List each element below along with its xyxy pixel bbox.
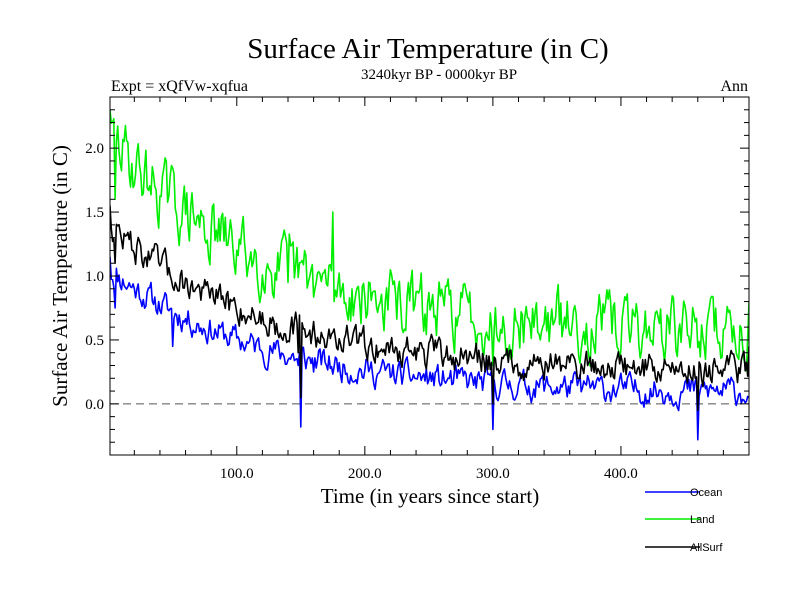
experiment-label: Expt = xQfVw-xqfua [111,78,248,95]
chart-title: Surface Air Temperature (in C) [247,33,608,65]
y-tick-label-5: 2.0 [85,141,104,157]
x-tick-label-2: 200.0 [348,466,382,482]
series-line-allsurf [110,205,749,412]
x-tick-label-1: 100.0 [220,466,254,482]
y-tick-label-4: 1.5 [85,205,104,221]
y-tick-label-3: 1.0 [85,269,104,285]
legend-label-land: Land [690,514,714,526]
x-axis-label: Time (in years since start) [321,484,540,508]
chart-subtitle: 3240kyr BP - 0000kyr BP [361,67,517,83]
y-tick-label-2: 0.5 [85,333,104,349]
series-line-land [110,109,749,372]
y-tick-label-1: 0.0 [85,397,104,413]
plot-frame [109,96,750,456]
season-label: Ann [720,78,748,95]
x-tick-label-4: 400.0 [604,466,638,482]
y-axis-label: Surface Air Temperature (in C) [48,145,72,407]
legend-label-ocean: Ocean [690,487,722,499]
legend: Ocean Land AllSurf [645,487,723,554]
axis-ticks [110,97,749,455]
series-layer [110,109,749,441]
x-tick-label-3: 300.0 [476,466,510,482]
legend-label-allsurf: AllSurf [690,542,723,554]
series-line-ocean [110,256,749,441]
